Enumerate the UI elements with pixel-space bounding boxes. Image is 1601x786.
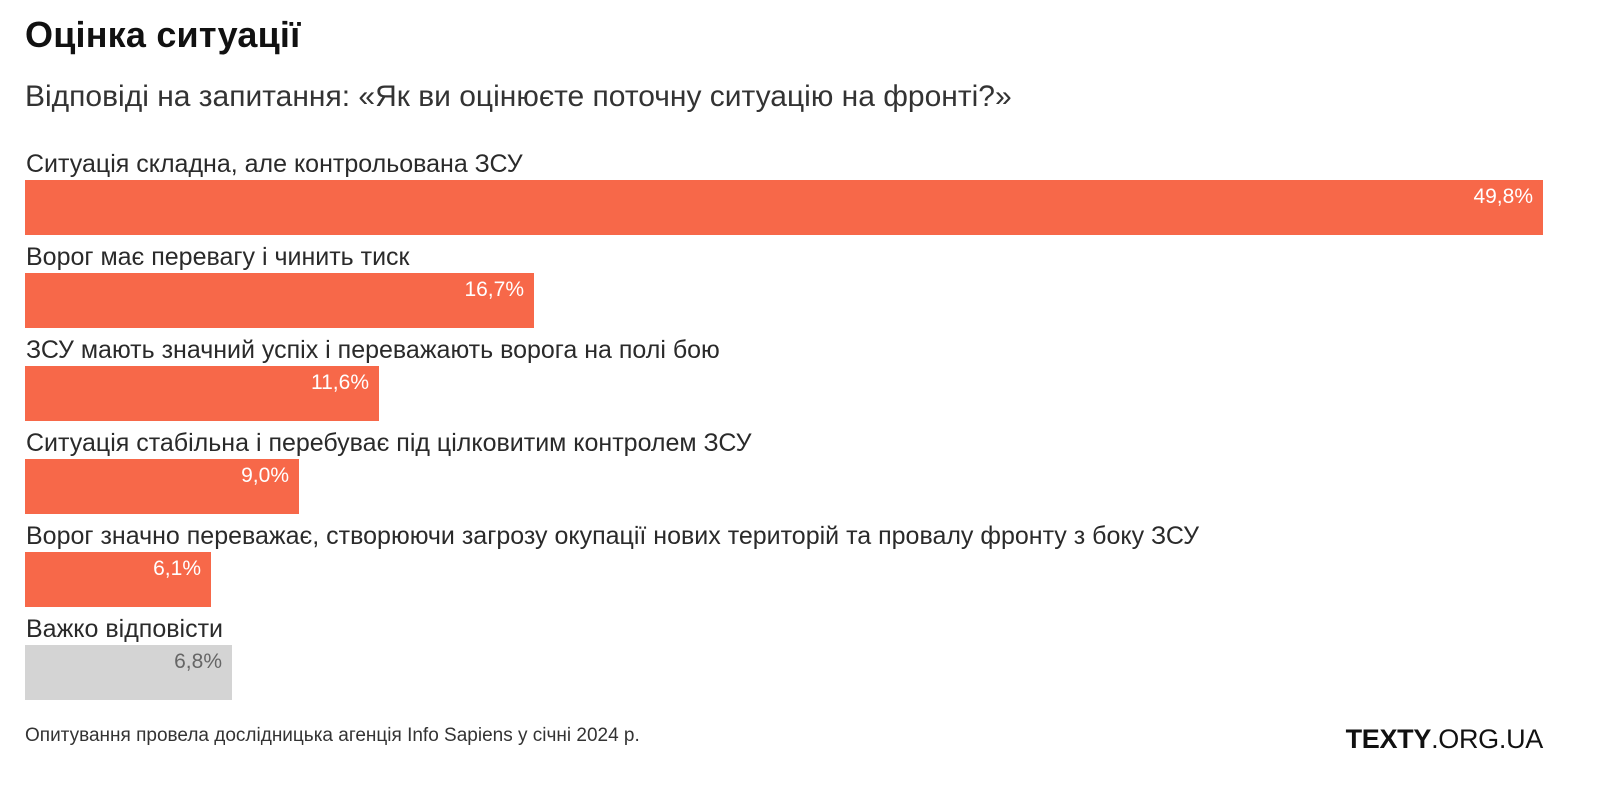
bar: 49,8% [25, 180, 1543, 235]
bar-row: ЗСУ мають значний успіх і переважають во… [25, 336, 1543, 426]
bar: 6,1% [25, 552, 211, 607]
bar-row: Важко відповісти 6,8% [25, 615, 1543, 705]
bar-value-label: 6,1% [153, 557, 201, 580]
bar-row: Ситуація складна, але контрольована ЗСУ 4… [25, 150, 1543, 240]
bar-value-label: 49,8% [1473, 185, 1533, 208]
category-label: Ворог має перевагу і чинить тиск [26, 243, 410, 271]
bar: 9,0% [25, 459, 299, 514]
category-label: Ситуація складна, але контрольована ЗСУ [26, 150, 523, 178]
bar-value-label: 11,6% [311, 371, 369, 394]
bar: 16,7% [25, 273, 534, 328]
brand-logo-domain: .ORG.UA [1431, 724, 1543, 754]
category-label: ЗСУ мають значний успіх і переважають во… [26, 336, 720, 364]
bar-row: Ворог значно переважає, створюючи загроз… [25, 522, 1543, 612]
bar-row: Ситуація стабільна і перебуває під цілко… [25, 429, 1543, 519]
category-label: Ситуація стабільна і перебуває під цілко… [26, 429, 752, 457]
chart-subtitle: Відповіді на запитання: «Як ви оцінюєте … [25, 80, 1012, 113]
bar: 6,8% [25, 645, 232, 700]
category-label: Ворог значно переважає, створюючи загроз… [26, 522, 1199, 550]
brand-logo[interactable]: TEXTY.ORG.UA [1345, 724, 1544, 755]
source-note: Опитування провела дослідницька агенція … [25, 725, 640, 746]
bar-row: Ворог має перевагу і чинить тиск 16,7% [25, 243, 1543, 333]
bar: 11,6% [25, 366, 379, 421]
bar-value-label: 9,0% [241, 464, 289, 487]
bar-value-label: 6,8% [174, 650, 222, 673]
brand-logo-bold: TEXTY [1345, 724, 1432, 754]
chart-title: Оцінка ситуації [25, 14, 301, 55]
category-label: Важко відповісти [26, 615, 223, 643]
bar-chart: Ситуація складна, але контрольована ЗСУ 4… [25, 150, 1543, 700]
bar-value-label: 16,7% [464, 278, 524, 301]
